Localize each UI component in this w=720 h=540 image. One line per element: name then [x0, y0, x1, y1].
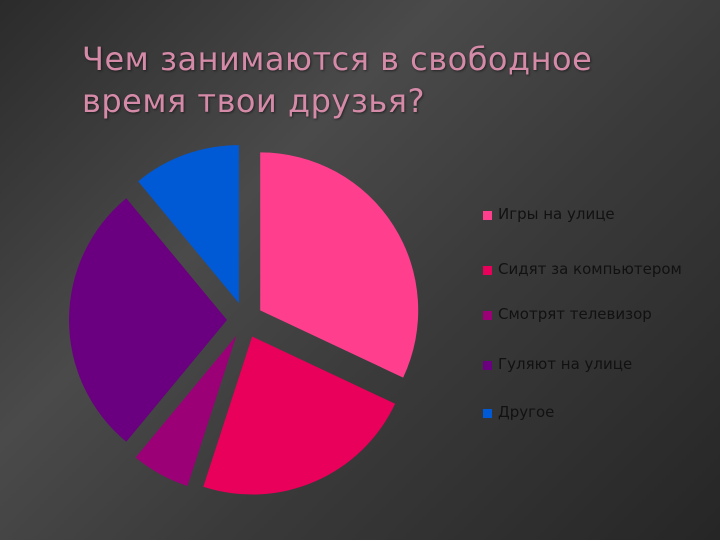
slide-title-line-1: Чем занимаются в свободное [82, 40, 593, 78]
pie-slice-1 [203, 336, 396, 495]
legend-item-0: Игры на улице [483, 206, 698, 223]
legend-item-4: Другое [483, 404, 698, 421]
legend-label: Сидят за компьютером [498, 260, 682, 278]
legend-swatch [483, 266, 492, 275]
legend-label: Игры на улице [498, 205, 615, 223]
legend-swatch [483, 311, 492, 320]
legend-swatch [483, 409, 492, 418]
legend-label: Гуляют на улице [498, 355, 633, 373]
slide-title-line-2: время твои друзья? [82, 82, 425, 120]
pie-slice-0 [260, 152, 419, 378]
legend-swatch [483, 361, 492, 370]
legend-label: Смотрят телевизор [498, 305, 652, 323]
legend-item-1: Сидят за компьютером [483, 261, 698, 278]
legend-swatch [483, 211, 492, 220]
slide-title: Чем занимаются в свободное время твои др… [82, 38, 682, 122]
legend-item-3: Гуляют на улице [483, 356, 698, 373]
pie-slice-3 [68, 198, 227, 442]
legend-label: Другое [498, 403, 555, 421]
pie-slice-4 [138, 145, 239, 304]
legend-item-2: Смотрят телевизор [483, 306, 698, 323]
pie-slice-2 [135, 335, 237, 487]
